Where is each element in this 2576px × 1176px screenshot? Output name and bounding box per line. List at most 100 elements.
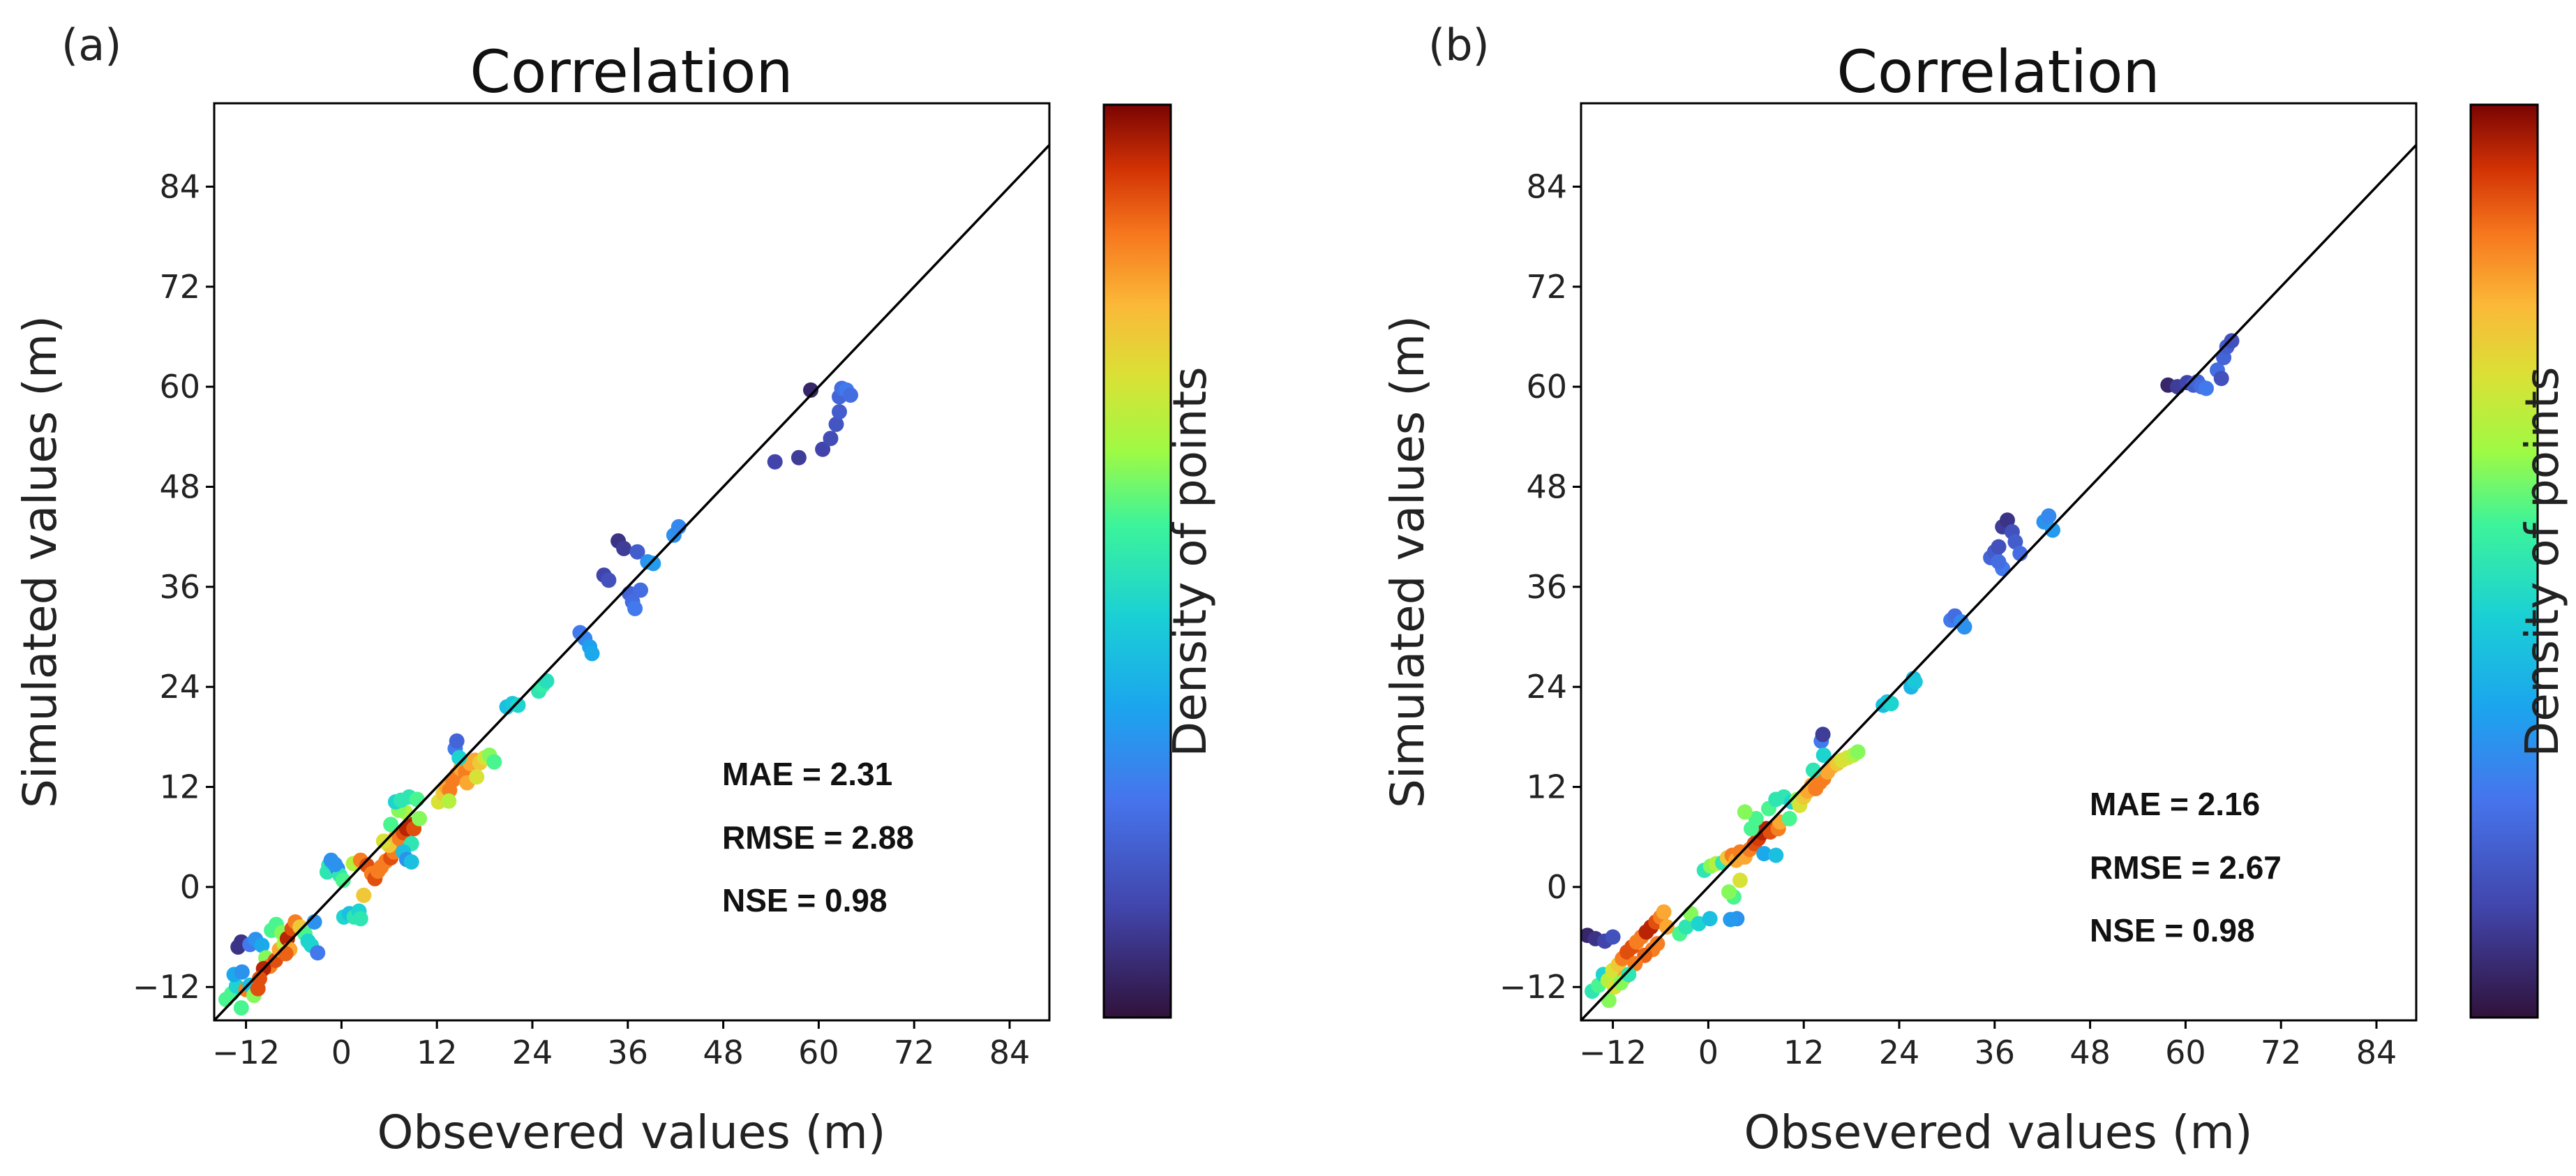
chart-panel-b: (b) Correlation −12 0 12 24 36 48 60 72 84 −12 0 1… [1381, 20, 2569, 1159]
stat-rmse: RMSE = 2.88 [722, 819, 914, 856]
y-tick-label: 36 [1526, 568, 1567, 606]
data-point [1723, 911, 1739, 928]
x-tick-label: 48 [2069, 1034, 2111, 1071]
chart-panel-a: (a) Correlation −12 0 12 24 36 48 60 72 84 −12 0 1… [13, 20, 1217, 1159]
data-point [1815, 747, 1832, 764]
data-point [2213, 371, 2229, 387]
data-point [1601, 992, 1617, 1008]
y-tick-label: 12 [1526, 768, 1567, 806]
data-point [815, 441, 831, 457]
data-point [601, 572, 617, 588]
data-point [1732, 872, 1748, 888]
data-point [539, 673, 555, 689]
y-tick-label: 84 [159, 168, 200, 205]
data-point [403, 854, 419, 870]
data-point [1748, 810, 1764, 826]
x-tick-label: 60 [798, 1034, 839, 1071]
y-axis-label: Simulated values (m) [13, 315, 67, 808]
y-tick-label: 60 [159, 368, 200, 405]
x-tick-label: 36 [608, 1034, 649, 1071]
data-point [449, 733, 465, 749]
data-point [486, 754, 502, 770]
data-point [451, 750, 467, 766]
data-point [1850, 744, 1866, 760]
data-point [278, 946, 294, 962]
chart-title: Correlation [1836, 38, 2159, 106]
x-tick-label: 0 [331, 1034, 352, 1071]
data-point [791, 449, 807, 466]
data-point [1621, 967, 1637, 983]
x-tick-label: 72 [2261, 1034, 2302, 1071]
data-point [1907, 674, 1923, 690]
data-point [412, 810, 428, 826]
data-point [1605, 929, 1621, 945]
data-point [1991, 554, 2007, 570]
data-point [234, 964, 250, 980]
data-point [352, 911, 368, 927]
y-tick-label: 0 [180, 868, 200, 906]
y-tick-label: 24 [159, 668, 200, 706]
data-point [2199, 380, 2214, 396]
data-point [616, 540, 632, 556]
data-point [2224, 333, 2240, 349]
y-tick-label: 12 [159, 768, 200, 806]
x-tick-label: 24 [1879, 1034, 1920, 1071]
x-axis-label: Obsevered values (m) [377, 1106, 885, 1159]
data-point [1721, 884, 1737, 900]
data-point [1815, 727, 1831, 743]
data-point [356, 887, 372, 903]
data-point [252, 971, 267, 987]
x-tick-label: 0 [1698, 1034, 1718, 1071]
data-point [645, 556, 661, 572]
stat-nse: NSE = 0.98 [722, 882, 888, 918]
one-to-one-line [1581, 144, 2416, 1020]
y-tick-label: 84 [1526, 168, 1567, 205]
data-point [441, 793, 457, 809]
colorbar: Density of points [1102, 103, 1217, 1019]
y-tick-label: −12 [133, 968, 200, 1006]
data-point [327, 856, 343, 872]
data-point [469, 769, 485, 785]
y-axis-ticks: −12 0 12 24 36 48 60 72 84 [133, 168, 214, 1006]
data-point [2000, 512, 2015, 528]
data-point [843, 387, 858, 403]
data-point [633, 582, 648, 598]
x-tick-label: −12 [212, 1034, 280, 1071]
data-point [1678, 919, 1694, 935]
data-point [409, 791, 425, 807]
plot-frame [213, 102, 1051, 1022]
data-point [823, 431, 839, 447]
y-axis-ticks: −12 0 12 24 36 48 60 72 84 [1499, 168, 1581, 1006]
data-point [335, 872, 351, 888]
data-point [1991, 539, 2007, 555]
data-point [832, 404, 847, 419]
y-tick-label: 0 [1547, 868, 1567, 906]
plot-frame [1580, 102, 2418, 1022]
scatter-points [218, 380, 858, 1016]
x-tick-label: 12 [1783, 1034, 1825, 1071]
stat-rmse: RMSE = 2.67 [2090, 849, 2282, 886]
y-tick-label: 24 [1526, 668, 1567, 706]
data-point [1756, 846, 1772, 862]
data-point [1656, 904, 1672, 920]
stat-mae: MAE = 2.31 [722, 756, 892, 792]
panel-label: (a) [61, 20, 121, 70]
data-point [627, 600, 643, 616]
x-tick-label: 84 [2356, 1034, 2397, 1071]
colorbar-gradient [2469, 103, 2539, 1019]
y-tick-label: 60 [1526, 368, 1567, 405]
data-point [584, 646, 600, 662]
data-point [629, 544, 645, 560]
x-tick-label: 72 [894, 1034, 935, 1071]
scatter-points [1581, 333, 2240, 1008]
data-point [383, 817, 399, 833]
reference-line [1581, 144, 2416, 1020]
x-tick-label: 36 [1975, 1034, 2016, 1071]
x-tick-label: 48 [703, 1034, 744, 1071]
x-axis-ticks: −12 0 12 24 36 48 60 72 84 [212, 1020, 1030, 1071]
stats-box: MAE = 2.16 RMSE = 2.67 NSE = 0.98 [2090, 786, 2282, 948]
data-point [1883, 696, 1899, 712]
data-point [1956, 619, 1972, 635]
colorbar-label: Density of points [1163, 366, 1217, 757]
